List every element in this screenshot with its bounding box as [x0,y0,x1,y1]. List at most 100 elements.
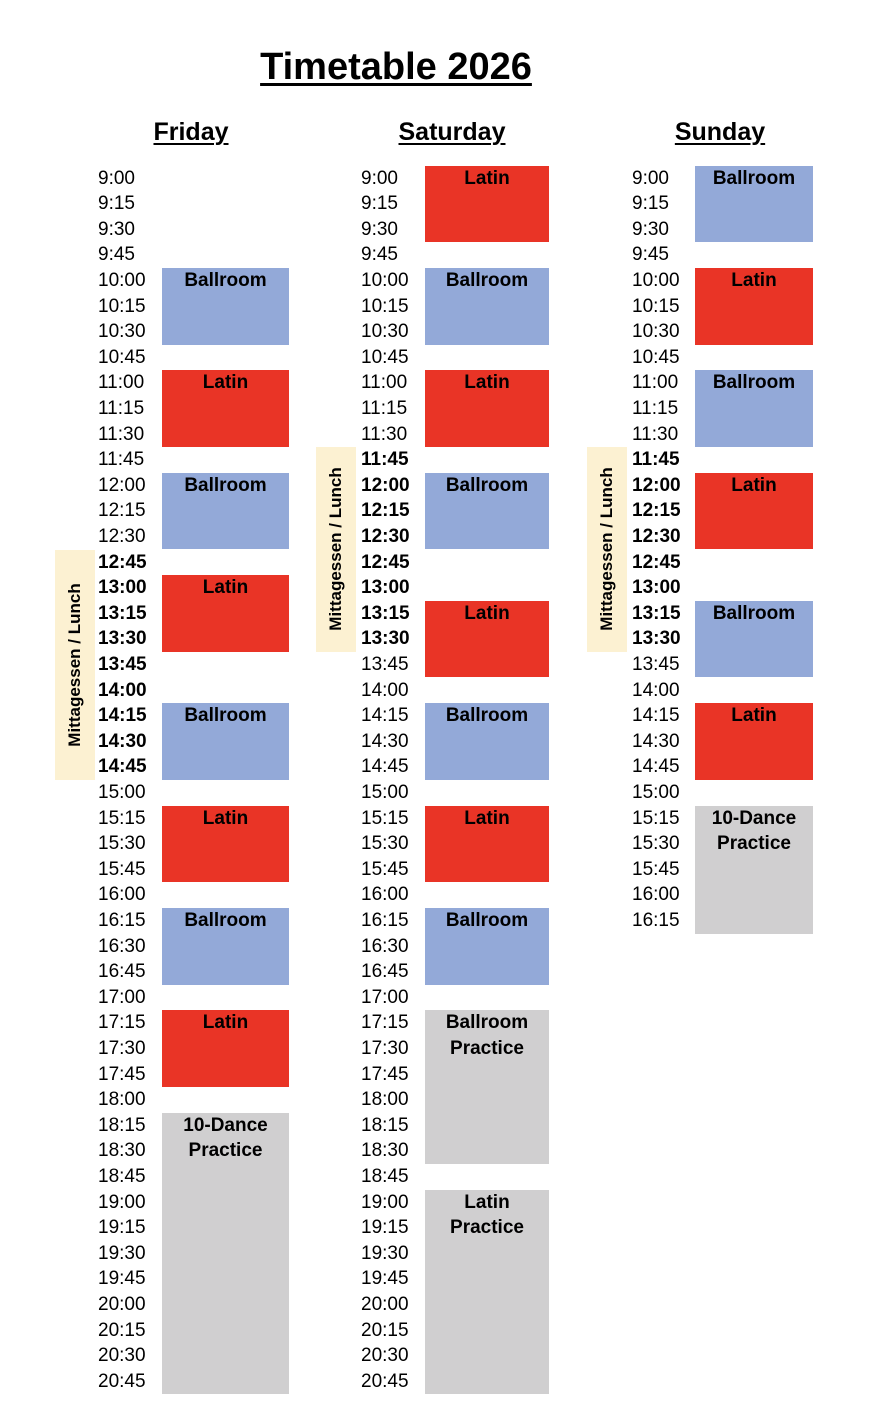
page-title: Timetable 2026 [260,46,532,88]
time-label: 9:15 [632,193,669,215]
time-label: 13:00 [361,577,410,599]
time-label: 9:15 [98,193,135,215]
time-label: 10:45 [361,346,409,368]
time-label: 16:15 [632,909,680,931]
session-practice: 10-Dance Practice [162,1112,289,1395]
time-label: 12:30 [98,525,146,547]
time-label: 13:45 [98,653,147,675]
time-label: 14:15 [632,705,680,727]
time-label: 20:00 [98,1293,146,1315]
time-label: 18:15 [361,1114,409,1136]
time-label: 9:00 [361,167,398,189]
time-label: 17:00 [361,986,409,1008]
session-ballroom: Ballroom [695,165,813,243]
session-ballroom: Ballroom [425,703,549,780]
time-label: 20:30 [98,1345,146,1367]
lunch-band: Mittagessen / Lunch [587,447,627,652]
time-label: 14:45 [361,756,409,778]
time-label: 11:45 [632,449,680,471]
time-label: 12:30 [361,525,410,547]
day-heading: Friday [153,118,229,146]
session-ballroom: Ballroom [162,703,289,780]
time-label: 12:30 [632,525,681,547]
session-ballroom: Ballroom [162,907,289,985]
time-label: 16:45 [361,961,409,983]
time-label: 19:15 [361,1217,409,1239]
time-label: 15:15 [98,807,146,829]
time-label: 12:15 [98,500,146,522]
time-label: 9:45 [361,244,398,266]
session-practice: Ballroom Practice [425,1010,549,1164]
session-ballroom: Ballroom [425,907,549,985]
time-label: 18:00 [98,1089,146,1111]
time-label: 16:00 [98,884,146,906]
time-label: 14:15 [98,705,147,727]
time-label: 10:45 [98,346,146,368]
session-latin: Latin [162,370,289,448]
time-label: 9:00 [98,167,135,189]
time-label: 11:45 [98,449,145,471]
session-latin: Latin [695,472,813,550]
time-label: 9:00 [632,167,669,189]
time-label: 15:45 [98,858,146,880]
time-label: 11:15 [361,397,408,419]
session-latin: Latin [425,600,549,678]
time-label: 13:30 [98,628,147,650]
time-label: 17:15 [98,1012,146,1034]
time-label: 13:45 [361,653,409,675]
session-latin: Latin [162,575,289,652]
time-label: 11:30 [632,423,679,445]
session-latin: Latin [695,267,813,345]
time-label: 9:45 [98,244,135,266]
time-label: 18:30 [98,1140,146,1162]
time-label: 9:15 [361,193,398,215]
time-label: 16:00 [632,884,680,906]
time-label: 13:15 [632,602,681,624]
time-label: 10:00 [361,269,409,291]
time-label: 14:00 [98,679,147,701]
time-label: 11:00 [632,372,679,394]
time-label: 15:30 [98,833,146,855]
time-label: 17:45 [98,1063,146,1085]
time-label: 11:15 [632,397,679,419]
time-label: 11:00 [361,372,408,394]
time-label: 15:30 [632,833,680,855]
time-label: 19:15 [98,1217,146,1239]
time-label: 13:15 [361,602,410,624]
time-label: 12:00 [361,474,410,496]
time-label: 16:15 [98,909,146,931]
lunch-band: Mittagessen / Lunch [316,447,356,652]
time-label: 19:45 [361,1268,409,1290]
time-label: 16:15 [361,909,409,931]
time-label: 15:00 [361,781,409,803]
time-label: 10:00 [632,269,680,291]
session-latin: Latin [425,370,549,448]
lunch-label: Mittagessen / Lunch [597,467,616,632]
time-label: 13:30 [361,628,410,650]
time-label: 18:45 [361,1165,409,1187]
time-label: 12:45 [361,551,410,573]
time-label: 19:30 [98,1242,146,1264]
time-label: 14:45 [98,756,147,778]
time-label: 14:45 [632,756,680,778]
session-ballroom: Ballroom [162,267,289,345]
time-label: 20:30 [361,1345,409,1367]
time-label: 11:30 [361,423,408,445]
time-label: 15:30 [361,833,409,855]
time-label: 10:30 [632,321,680,343]
time-label: 12:00 [98,474,146,496]
time-label: 9:30 [361,218,398,240]
time-label: 16:45 [98,961,146,983]
time-label: 9:30 [632,218,669,240]
session-ballroom: Ballroom [695,600,813,678]
time-label: 17:00 [98,986,146,1008]
session-practice: 10-Dance Practice [695,805,813,934]
time-label: 10:15 [361,295,409,317]
time-label: 18:30 [361,1140,409,1162]
time-label: 12:45 [632,551,681,573]
time-label: 17:45 [361,1063,409,1085]
time-label: 11:30 [98,423,145,445]
time-label: 11:00 [98,372,145,394]
time-label: 15:00 [632,781,680,803]
time-label: 11:15 [98,397,145,419]
